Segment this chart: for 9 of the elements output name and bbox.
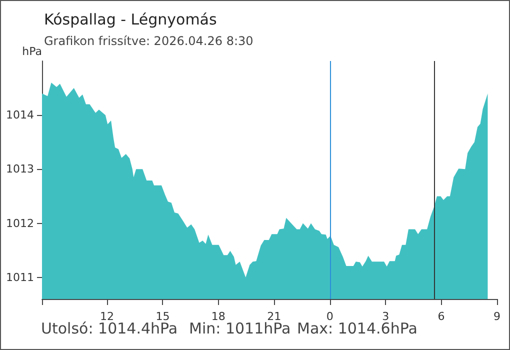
y-tick-label: 1011 — [6, 270, 34, 284]
chart-subtitle: Grafikon frissítve: 2026.04.26 8:30 — [44, 34, 254, 48]
chart-title: Kóspallag - Légnyomás — [44, 10, 217, 28]
y-tick-label: 1012 — [6, 216, 34, 230]
y-tick-label: 1013 — [6, 162, 34, 176]
x-tick-label: 6 — [438, 310, 445, 323]
x-tick-label: 9 — [494, 310, 500, 323]
y-axis-title: hPa — [22, 45, 42, 58]
y-tick-label: 1014 — [6, 108, 34, 122]
